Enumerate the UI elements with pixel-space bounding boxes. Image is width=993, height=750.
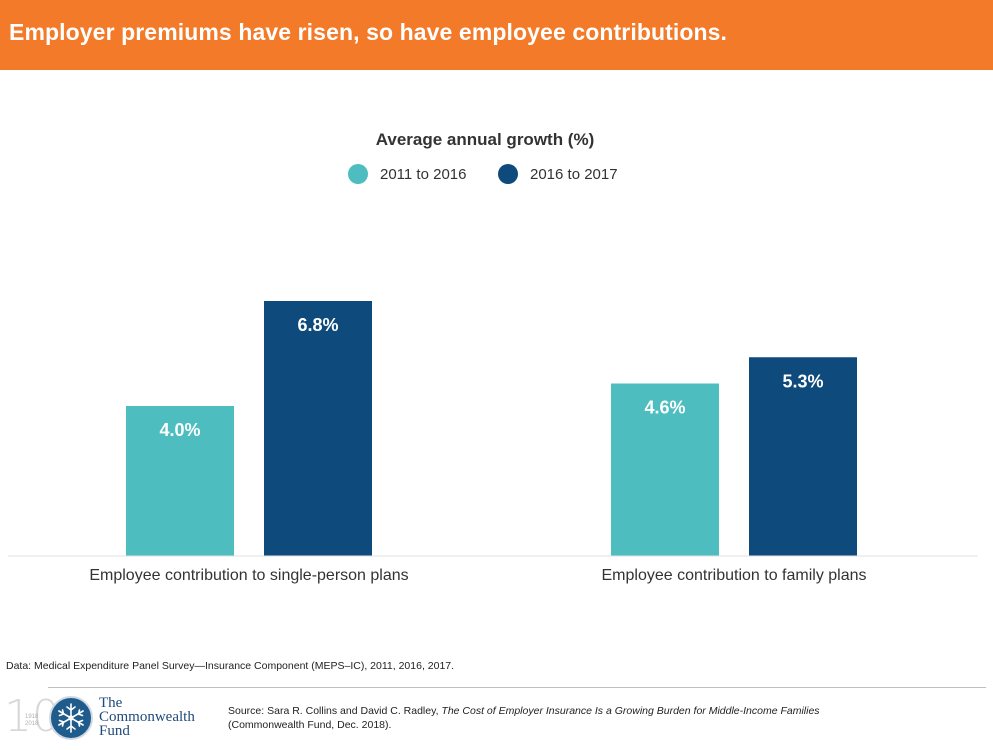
footer-divider (48, 687, 986, 688)
legend-swatch-series-1 (348, 164, 368, 184)
year-end: 2018 (25, 721, 39, 727)
data-label-1-series-1: 4.0% (159, 420, 200, 440)
centennial-years: 1918 2018 (25, 714, 38, 728)
legend-label-series-2: 2016 to 2017 (530, 166, 618, 183)
legend-swatch-series-2 (498, 164, 518, 184)
bar-1-series-1 (126, 406, 234, 556)
data-note: Data: Medical Expenditure Panel Survey—I… (6, 660, 455, 672)
data-label-2-series-1: 4.6% (644, 398, 685, 418)
source-prefix: Source: Sara R. Collins and David C. Rad… (228, 705, 442, 717)
legend: 2011 to 2016 2016 to 2017 (348, 164, 618, 184)
legend-label-series-1: 2011 to 2016 (380, 166, 466, 183)
commonwealth-fund-logo: 100 1918 2018 The Commonwealth Fund (4, 690, 214, 746)
data-label-1-series-2: 6.8% (297, 315, 338, 335)
org-name: The Commonwealth Fund (99, 695, 195, 739)
source-title: The Cost of Employer Insurance Is a Grow… (441, 705, 820, 717)
source-suffix: (Commonwealth Fund, Dec. 2018). (228, 719, 392, 731)
org-name-line-2: Commonwealth (99, 709, 195, 725)
org-name-line-1: The (99, 695, 123, 711)
category-label-1: Employee contribution to single-person p… (89, 567, 408, 584)
org-name-line-3: Fund (99, 723, 130, 739)
source-citation: Source: Sara R. Collins and David C. Rad… (228, 704, 868, 732)
chart-title: Average annual growth (%) (376, 130, 595, 149)
page-title: Employer premiums have risen, so have em… (9, 19, 728, 45)
bar-1-series-2 (264, 301, 372, 556)
year-start: 1918 (25, 714, 39, 720)
bar-chart: Average annual growth (%) 2011 to 2016 2… (8, 130, 978, 584)
bar-2-series-2 (749, 357, 857, 556)
category-label-2: Employee contribution to family plans (601, 567, 866, 584)
data-label-2-series-2: 5.3% (782, 371, 823, 391)
bars-group: 4.0% 6.8% 4.6% 5.3% (126, 301, 857, 556)
title-banner: Employer premiums have risen, so have em… (0, 0, 993, 70)
bar-2-series-1 (611, 383, 719, 556)
snowflake-medallion-icon (49, 696, 93, 740)
